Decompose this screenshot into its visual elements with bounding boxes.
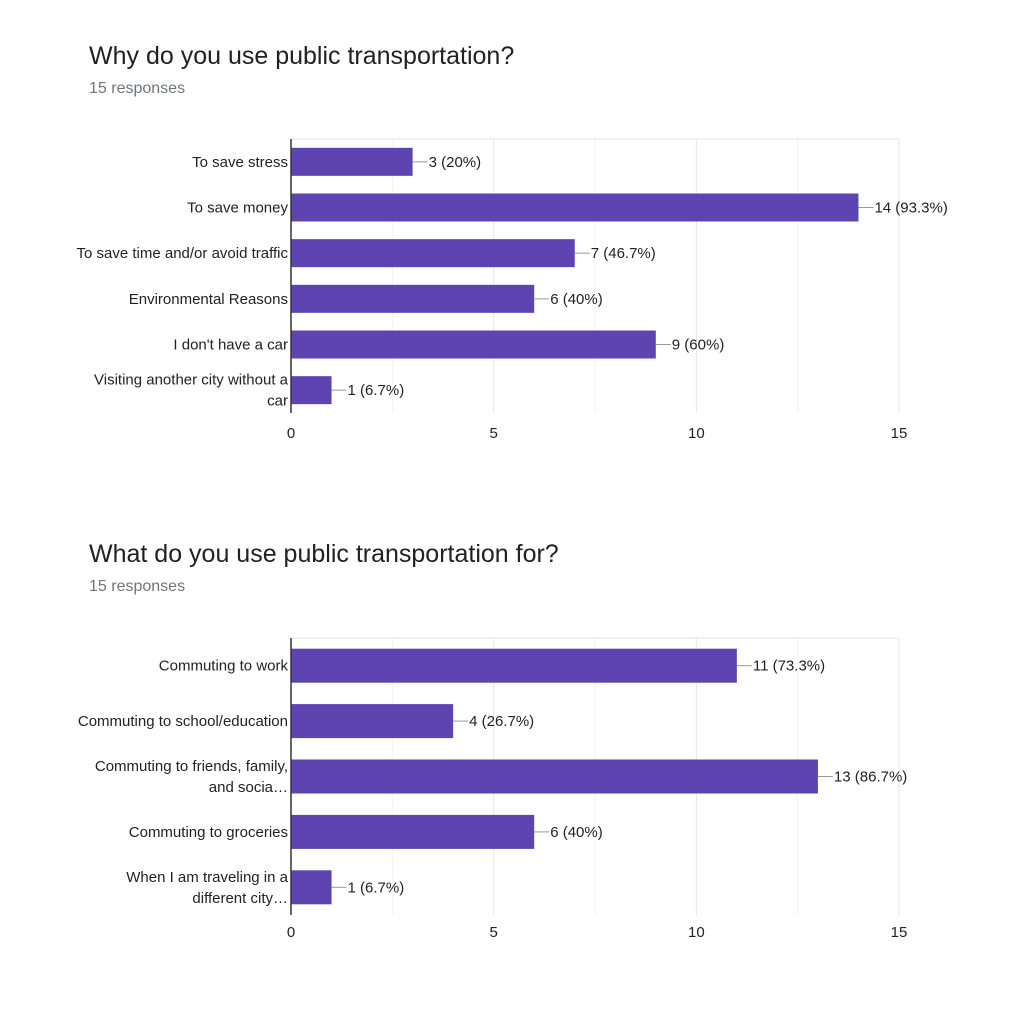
response-count: 15 responses <box>89 578 186 595</box>
bar-chart-what-for: 11 (73.3%) Commuting to work 4 (26.7%) Comm… <box>78 637 908 941</box>
category-label: Commuting to friends, family, and socia… <box>95 758 288 796</box>
category-label: To save time and/or avoid traffic <box>77 245 289 262</box>
data-label: 14 (93.3%) <box>874 200 947 217</box>
category-label: Commuting to school/education <box>78 713 288 730</box>
bar <box>291 239 575 268</box>
category-label: Commuting to work <box>159 658 289 675</box>
bar <box>291 147 413 176</box>
category-label: Commuting to groceries <box>129 824 288 841</box>
data-label: 13 (86.7%) <box>834 769 907 786</box>
category-label: When I am traveling in a different city… <box>126 869 288 907</box>
data-label: 9 (60%) <box>672 337 725 354</box>
category-label: To save stress <box>192 154 288 171</box>
response-count: 15 responses <box>89 80 186 97</box>
bar <box>291 870 332 905</box>
data-label: 3 (20%) <box>429 154 482 171</box>
x-tick-label: 0 <box>287 425 295 442</box>
data-label: 11 (73.3%) <box>753 658 825 675</box>
bar <box>291 376 332 405</box>
bar <box>291 330 656 359</box>
chart-card-why: Why do you use public transportation? 15… <box>0 0 1014 500</box>
x-tick-label: 5 <box>489 425 497 442</box>
category-label: To save money <box>187 200 288 217</box>
x-tick-label: 10 <box>688 924 705 941</box>
data-label: 4 (26.7%) <box>469 713 534 730</box>
category-label: Visiting another city without a car <box>94 372 289 410</box>
bar-chart-why: 3 (20%) To save stress 14 (93.3%) To save m… <box>77 138 948 442</box>
bar <box>291 193 859 222</box>
x-tick-label: 15 <box>891 425 908 442</box>
chart-title: Why do you use public transportation? <box>89 42 515 70</box>
x-tick-label: 0 <box>287 924 295 941</box>
x-tick-label: 15 <box>891 924 908 941</box>
x-tick-label: 10 <box>688 425 705 442</box>
chart-card-what-for: What do you use public transportation fo… <box>0 500 1014 1030</box>
data-label: 6 (40%) <box>550 291 603 308</box>
data-label: 6 (40%) <box>550 824 603 841</box>
data-label: 7 (46.7%) <box>591 245 656 262</box>
data-label: 1 (6.7%) <box>348 879 405 896</box>
x-tick-label: 5 <box>489 924 497 941</box>
chart-title: What do you use public transportation fo… <box>89 540 559 568</box>
bar <box>291 759 818 794</box>
bar <box>291 648 737 683</box>
category-label: Environmental Reasons <box>129 291 288 308</box>
data-label: 1 (6.7%) <box>348 382 405 399</box>
bar <box>291 284 535 313</box>
bar <box>291 704 454 739</box>
bar <box>291 814 535 849</box>
category-label: I don't have a car <box>173 337 288 354</box>
